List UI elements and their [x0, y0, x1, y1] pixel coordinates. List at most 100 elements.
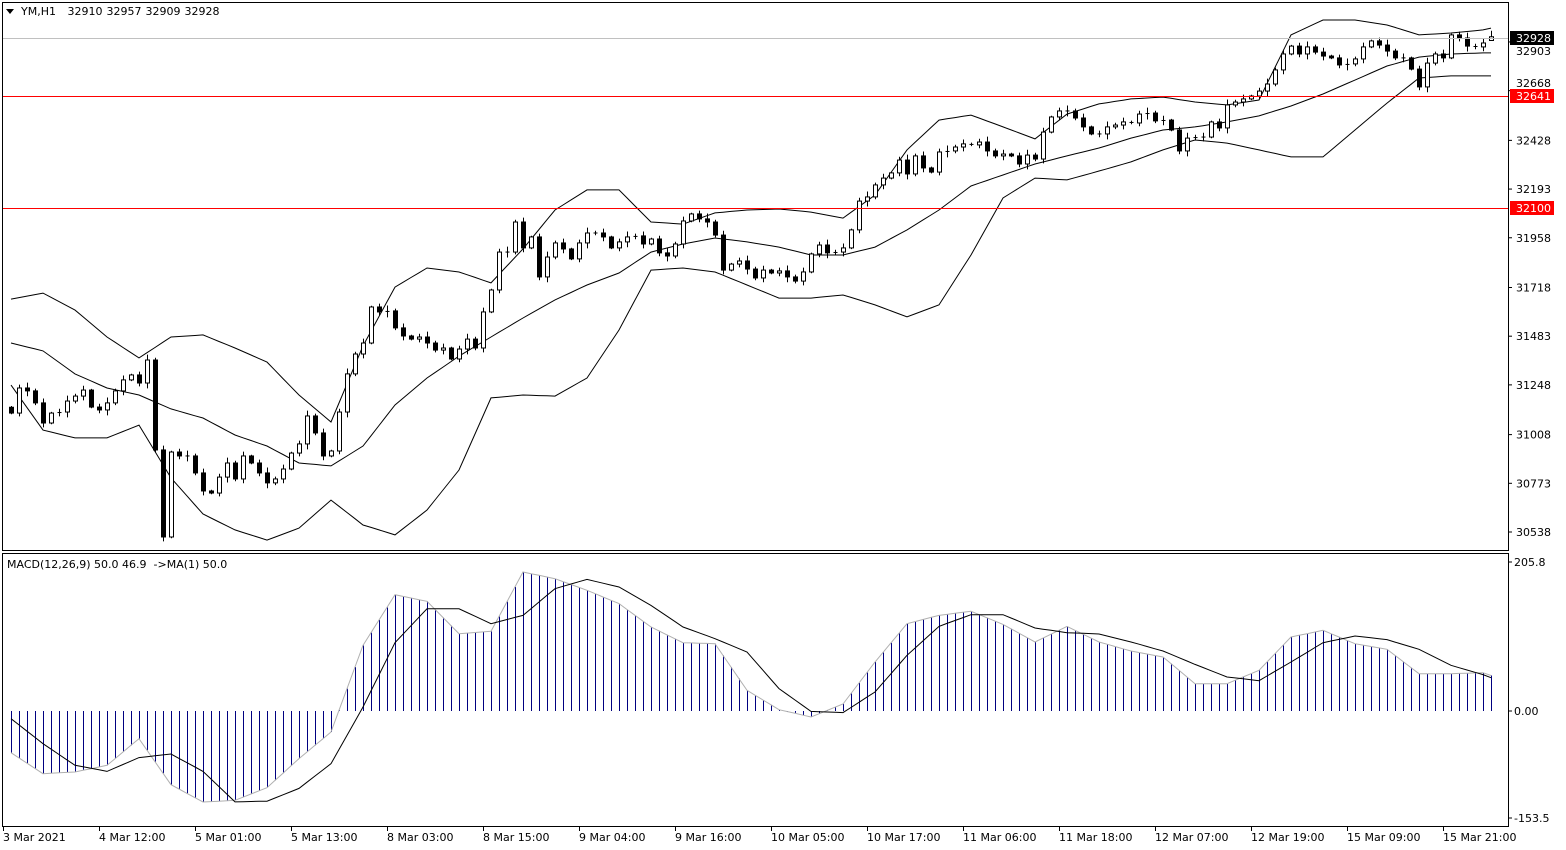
candle	[545, 251, 550, 283]
candle	[1353, 56, 1358, 67]
bear-candle-body	[537, 236, 542, 278]
candle	[481, 307, 486, 353]
bollinger-upper-line	[10, 19, 1492, 423]
bear-candle-body	[425, 336, 430, 344]
bull-candle-body	[849, 229, 854, 249]
time-tick-label: 10 Mar 05:00	[771, 831, 844, 844]
candle	[313, 413, 318, 436]
candle	[1065, 105, 1070, 117]
bull-candle-body	[241, 455, 246, 480]
candle	[161, 445, 166, 542]
candle	[113, 388, 118, 406]
candle	[1481, 38, 1486, 52]
candle	[1441, 49, 1446, 63]
level-price-label: 32100	[1516, 202, 1551, 215]
price-tick-label: 31248	[1516, 379, 1551, 392]
candle	[1297, 42, 1302, 58]
candle	[377, 303, 382, 316]
candle	[353, 351, 358, 377]
time-tick-label: 12 Mar 07:00	[1155, 831, 1228, 844]
candle	[1489, 30, 1494, 41]
bear-candle-body	[561, 242, 566, 250]
candle	[393, 308, 398, 331]
bear-candle-body	[713, 221, 718, 236]
candle	[497, 248, 502, 294]
candle	[865, 191, 870, 207]
candle	[1185, 132, 1190, 157]
bear-candle-body	[41, 402, 46, 424]
bear-candle-body	[745, 260, 750, 270]
bear-candle-body	[233, 462, 238, 480]
candle	[825, 239, 830, 259]
candle	[49, 411, 54, 425]
candle	[321, 428, 326, 461]
candle	[833, 249, 838, 256]
dropdown-triangle-icon[interactable]	[6, 9, 14, 14]
bear-candle-body	[9, 406, 14, 414]
candle	[1121, 117, 1126, 130]
candle	[1137, 110, 1142, 127]
candle	[921, 151, 926, 173]
candle	[841, 243, 846, 257]
bull-candle-body	[889, 172, 894, 179]
bear-candle-body	[161, 449, 166, 538]
candle	[897, 156, 902, 177]
bear-candle-body	[825, 244, 830, 254]
candle	[817, 241, 822, 258]
candle	[17, 384, 22, 417]
bull-candle-body	[689, 213, 694, 222]
bull-candle-body	[873, 184, 878, 198]
bear-candle-body	[1177, 129, 1182, 152]
candle	[137, 371, 142, 387]
candle	[617, 238, 622, 252]
bear-candle-body	[1153, 112, 1158, 122]
bear-candle-body	[433, 342, 438, 351]
main-panel-frame	[2, 2, 1509, 551]
candle	[217, 473, 222, 497]
candle	[601, 228, 606, 242]
bull-candle-body	[977, 141, 982, 146]
bull-candle-body	[1137, 113, 1142, 124]
bear-candle-body	[641, 235, 646, 245]
close-value: 32928	[184, 5, 220, 18]
candle	[1081, 113, 1086, 132]
bear-candle-body	[1297, 45, 1302, 55]
bear-candle-body	[1089, 126, 1094, 135]
bull-candle-body	[1001, 153, 1006, 157]
bear-candle-body	[1017, 155, 1022, 165]
candle	[761, 265, 766, 283]
candle	[1433, 51, 1438, 66]
bull-candle-body	[761, 269, 766, 279]
candle	[105, 397, 110, 416]
candle	[41, 398, 46, 428]
candle	[337, 408, 342, 455]
candle	[409, 334, 414, 341]
bear-candle-body	[1009, 153, 1014, 157]
candle	[1329, 54, 1334, 60]
time-tick-label: 8 Mar 03:00	[387, 831, 453, 844]
candle	[1313, 44, 1318, 55]
bear-candle-body	[769, 269, 774, 274]
candle	[705, 213, 710, 228]
price-tick-label: 31718	[1516, 281, 1551, 294]
price-tick-label: 31008	[1516, 429, 1551, 442]
time-tick-label: 5 Mar 13:00	[291, 831, 357, 844]
bear-candle-body	[1337, 57, 1342, 66]
bull-candle-body	[913, 155, 918, 175]
bear-candle-body	[785, 270, 790, 278]
candle	[569, 247, 574, 261]
candle	[889, 171, 894, 180]
bull-candle-body	[1241, 98, 1246, 103]
bull-candle-body	[1113, 124, 1118, 128]
time-tick-label: 11 Mar 06:00	[963, 831, 1036, 844]
candle	[1145, 107, 1150, 120]
candle	[961, 139, 966, 152]
bull-candle-body	[305, 415, 310, 445]
chart-header: YM,H1 32910 32957 32909 32928	[6, 5, 219, 18]
candle	[1073, 108, 1078, 121]
candle	[1473, 43, 1478, 50]
candle	[489, 288, 494, 314]
bull-candle-body	[1105, 126, 1110, 135]
bull-candle-body	[1481, 42, 1486, 48]
